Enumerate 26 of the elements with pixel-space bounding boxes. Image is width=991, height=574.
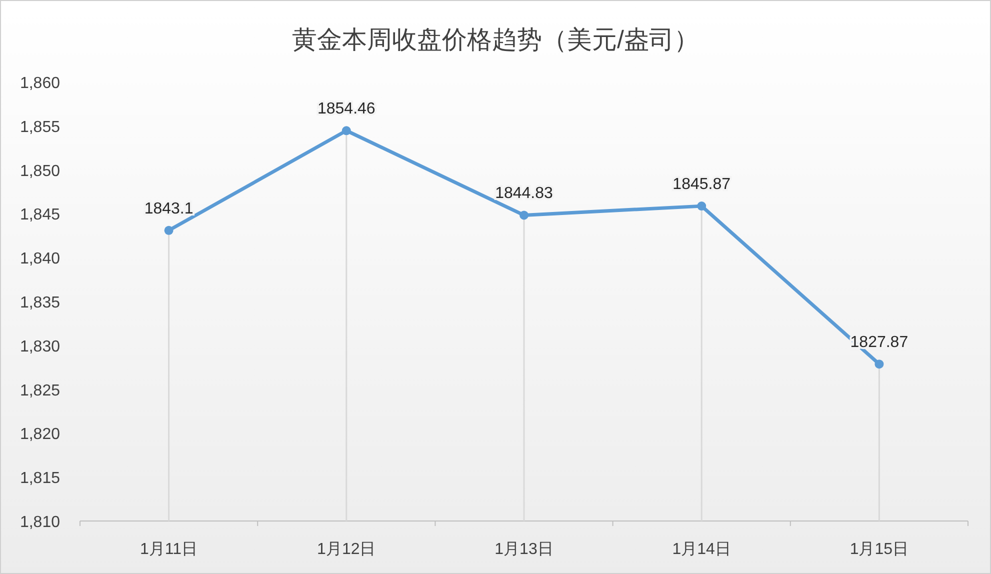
x-tick-label: 1月11日 <box>140 541 198 558</box>
y-tick-label: 1,835 <box>20 294 60 312</box>
x-tick-label: 1月13日 <box>494 541 554 558</box>
y-tick-label: 1,860 <box>20 75 60 92</box>
y-tick-label: 1,810 <box>20 514 60 531</box>
point <box>164 226 174 235</box>
y-tick-label: 1,825 <box>20 382 60 400</box>
x-tick-label: 1月15日 <box>850 541 909 558</box>
x-tick-label: 1月14日 <box>672 541 731 558</box>
point <box>874 360 884 369</box>
y-tick-label: 1,840 <box>20 250 60 268</box>
y-tick-label: 1,820 <box>20 426 60 444</box>
y-tick-label: 1,830 <box>20 338 60 356</box>
data-label: 1843.1 <box>144 200 194 218</box>
data-label: 1854.46 <box>317 100 376 118</box>
point <box>697 202 706 211</box>
data-label: 1845.87 <box>672 176 731 194</box>
title: 黄金本周收盘价格趋势（美元/盎司） <box>292 26 699 54</box>
data-label: 1844.83 <box>495 185 554 202</box>
point <box>342 126 351 136</box>
y-tick-label: 1,845 <box>20 206 60 224</box>
point <box>520 210 528 220</box>
y-tick-label: 1,855 <box>20 118 60 136</box>
y-tick-label: 1,850 <box>20 162 60 180</box>
x-tick-label: 1月12日 <box>317 541 376 558</box>
y-tick-label: 1,815 <box>20 470 60 488</box>
